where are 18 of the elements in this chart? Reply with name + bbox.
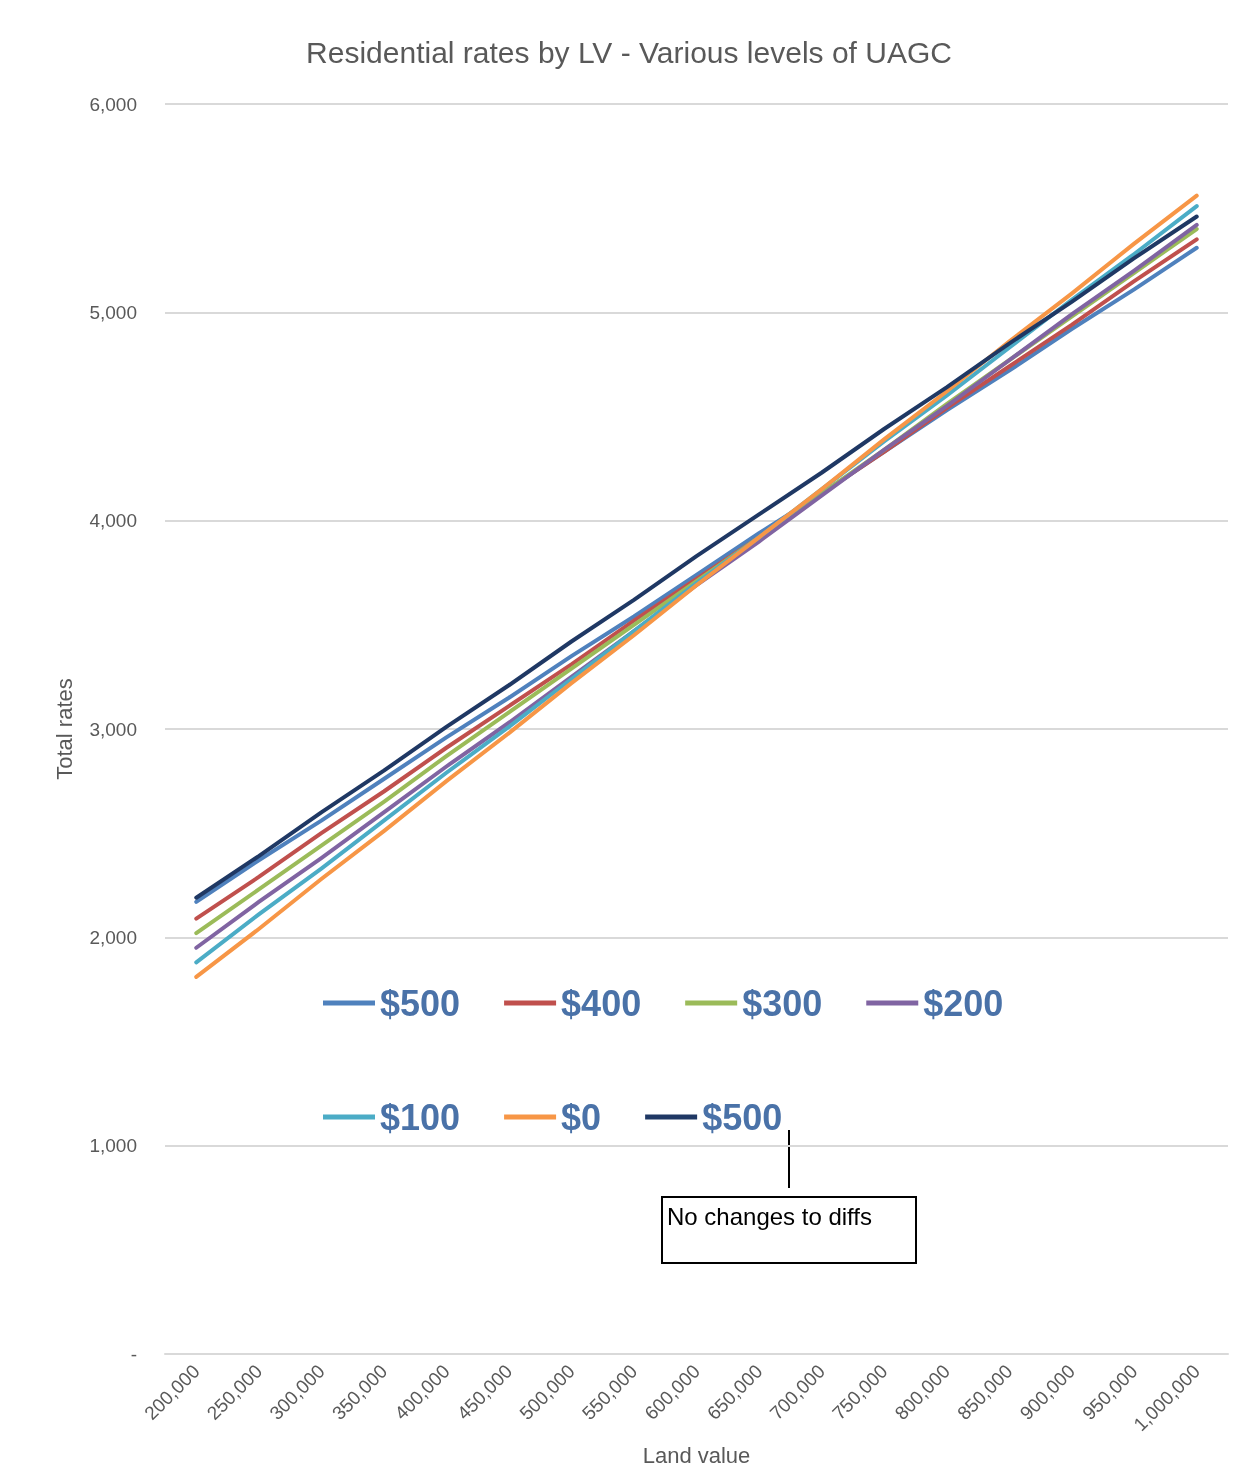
y-tick-label: 4,000 [89, 510, 137, 532]
y-tick-label: - [130, 1343, 137, 1365]
y-tick-label: 3,000 [89, 718, 137, 740]
legend-label: $0 [561, 1096, 602, 1138]
chart-title: Residential rates by LV - Various levels of UAGC [306, 35, 952, 69]
y-axis-title: Total rates [51, 678, 77, 780]
legend-label: $500 [702, 1096, 783, 1138]
legend-label: $500 [380, 982, 461, 1024]
y-tick-label: 5,000 [89, 301, 137, 323]
y-tick-label: 1,000 [89, 1135, 137, 1157]
annotation: No changes to diffs [667, 1202, 873, 1230]
legend-label: $200 [923, 982, 1004, 1024]
legend-label: $300 [742, 982, 823, 1024]
y-tick-label: 6,000 [89, 93, 137, 115]
legend-label: $100 [380, 1096, 461, 1138]
legend-label: $400 [561, 982, 642, 1024]
y-tick-label: 2,000 [89, 926, 137, 948]
x-axis-title: Land value [642, 1442, 751, 1468]
